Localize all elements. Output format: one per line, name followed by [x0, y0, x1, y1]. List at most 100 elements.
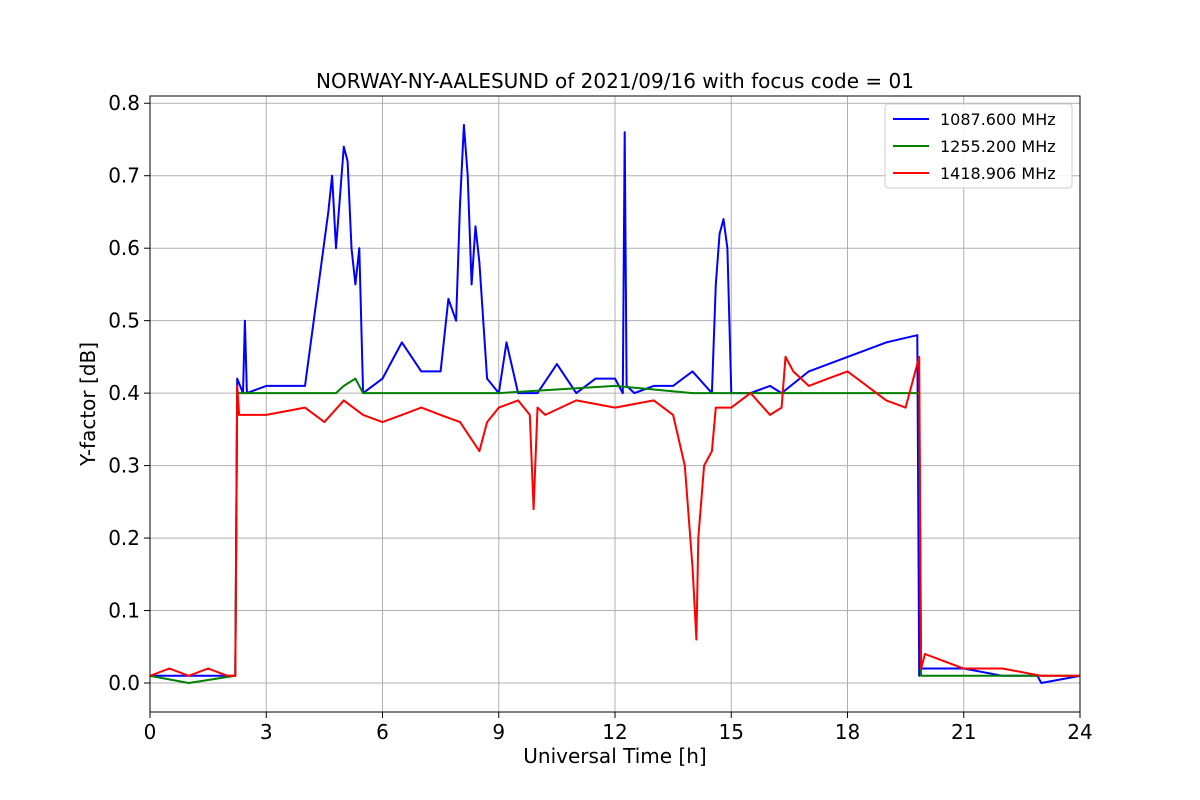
data-point	[517, 399, 519, 402]
data-point	[335, 392, 337, 394]
data-point	[497, 392, 500, 394]
x-axis-label: Universal Time [h]	[523, 744, 706, 768]
plot-series	[150, 124, 1080, 684]
legend-box	[884, 103, 1073, 189]
x-tick-label: 12	[602, 720, 627, 744]
data-point	[784, 356, 787, 358]
data-point	[478, 261, 481, 264]
data-point	[265, 414, 268, 416]
data-point	[683, 464, 686, 467]
data-point	[714, 406, 717, 409]
data-point	[532, 508, 535, 510]
data-point	[918, 356, 921, 358]
data-point	[236, 385, 239, 387]
data-point	[920, 674, 922, 677]
data-point	[342, 145, 345, 148]
data-point	[691, 566, 694, 568]
data-point	[486, 377, 488, 380]
y-tick-label: 0.8	[108, 91, 140, 115]
y-axis-label: Y-factor [dB]	[76, 342, 100, 467]
y-tick-label: 0.1	[108, 599, 140, 623]
legend: 1087.600 MHz 1255.200 MHz 1418.906 MHz	[884, 103, 1073, 189]
data-point	[455, 319, 457, 322]
data-point	[393, 356, 395, 358]
data-point	[633, 392, 636, 394]
data-point	[346, 160, 349, 163]
data-point	[354, 377, 357, 380]
data-point	[703, 464, 705, 467]
data-point	[623, 131, 626, 134]
data-point	[672, 414, 674, 416]
data-point	[536, 392, 539, 394]
data-point	[866, 385, 868, 387]
data-point	[381, 421, 384, 423]
data-point	[780, 406, 783, 409]
data-point	[614, 406, 616, 409]
data-point	[335, 247, 337, 250]
legend-label: 1418.906 MHz	[940, 164, 1056, 183]
data-point	[714, 283, 717, 286]
data-point	[486, 421, 488, 423]
data-point	[420, 370, 423, 373]
data-point	[722, 218, 725, 221]
data-point	[846, 356, 849, 358]
x-axis-ticks: 0 3 6 9 12 15 18 21 24	[144, 712, 1093, 744]
data-point	[672, 385, 674, 387]
data-point	[478, 450, 481, 452]
data-point	[594, 377, 597, 380]
data-point	[470, 283, 473, 286]
data-point	[962, 667, 965, 670]
data-point	[1001, 667, 1004, 670]
data-point	[459, 203, 461, 206]
legend-label: 1255.200 MHz	[940, 137, 1056, 156]
data-point	[691, 370, 694, 373]
data-point	[918, 674, 921, 677]
data-point	[447, 298, 450, 300]
data-point	[304, 385, 306, 387]
data-point	[323, 421, 326, 423]
data-point	[381, 392, 384, 394]
data-point	[342, 385, 345, 387]
data-point	[350, 247, 353, 250]
y-tick-label: 0.5	[108, 309, 140, 333]
data-point	[749, 392, 752, 394]
data-point	[331, 174, 333, 177]
data-point	[614, 377, 616, 380]
data-point	[505, 341, 508, 344]
x-tick-label: 18	[835, 720, 860, 744]
data-point	[226, 674, 229, 677]
x-tick-label: 24	[1067, 720, 1092, 744]
data-point	[846, 370, 849, 373]
data-point	[695, 638, 698, 641]
data-point	[354, 283, 357, 286]
data-point	[769, 414, 771, 416]
data-point	[536, 406, 539, 409]
data-point	[187, 682, 190, 684]
data-point	[544, 414, 547, 416]
data-point	[474, 225, 477, 228]
data-point	[920, 667, 922, 670]
y-axis-ticks: 0.0 0.1 0.2 0.3 0.4 0.5 0.6 0.7 0.8	[108, 91, 150, 695]
data-point	[236, 377, 239, 380]
data-point	[362, 414, 364, 416]
data-point	[168, 667, 171, 670]
x-tick-label: 21	[951, 720, 976, 744]
data-point	[265, 385, 268, 387]
data-point	[234, 674, 237, 677]
data-point	[401, 414, 403, 416]
data-point	[339, 196, 341, 199]
data-point	[556, 363, 558, 365]
data-point	[1040, 674, 1043, 677]
data-point	[304, 406, 306, 409]
data-point	[439, 370, 442, 373]
data-point	[726, 247, 729, 250]
data-point	[924, 653, 926, 655]
data-point	[265, 392, 268, 394]
data-point	[691, 392, 694, 394]
data-point	[827, 377, 829, 380]
y-tick-label: 0.3	[108, 454, 140, 478]
data-point	[497, 406, 500, 409]
x-tick-label: 9	[492, 720, 505, 744]
data-point	[244, 319, 246, 322]
